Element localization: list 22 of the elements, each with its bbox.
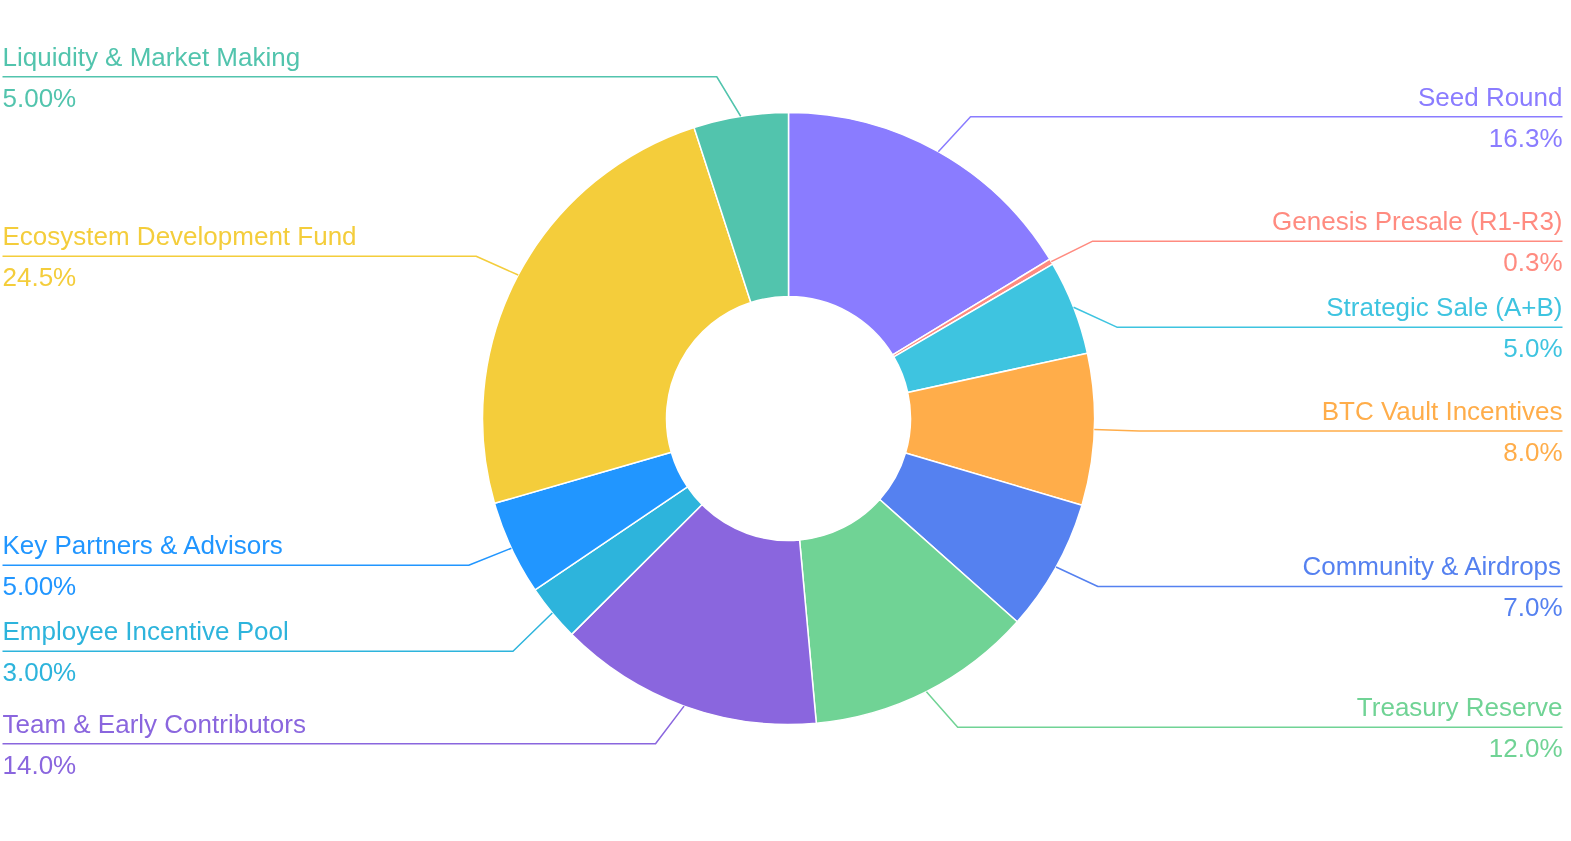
- data-label: 8.0%: [1503, 436, 1563, 467]
- slice-label: Employee Incentive Pool: [2, 616, 289, 647]
- slice-label: Seed Round: [1417, 81, 1563, 112]
- data-label: 24.5%: [2, 262, 77, 293]
- slice-label: Liquidity & Market Making: [2, 41, 301, 72]
- data-label: 12.0%: [1488, 733, 1563, 764]
- data-label: 7.0%: [1503, 592, 1563, 623]
- slice-label: Ecosystem Development Fund: [2, 221, 357, 252]
- data-label: 5.00%: [2, 571, 77, 602]
- slice-label: Strategic Sale (A+B): [1326, 292, 1563, 323]
- data-label: 0.3%: [1503, 247, 1563, 278]
- slice-label: Genesis Presale (R1-R3): [1272, 206, 1563, 237]
- slice-label: BTC Vault Incentives: [1321, 395, 1563, 426]
- data-label: 5.0%: [1503, 333, 1563, 364]
- data-label: 14.0%: [2, 749, 77, 780]
- data-label: 16.3%: [1488, 122, 1563, 153]
- data-label: 5.00%: [2, 82, 77, 113]
- slice-label: Treasury Reserve: [1356, 692, 1563, 723]
- slice-label: Community & Airdrops: [1302, 551, 1562, 582]
- data-label: 3.00%: [2, 657, 77, 688]
- slice-label: Key Partners & Advisors: [2, 530, 283, 561]
- slice-label: Team & Early Contributors: [2, 708, 306, 739]
